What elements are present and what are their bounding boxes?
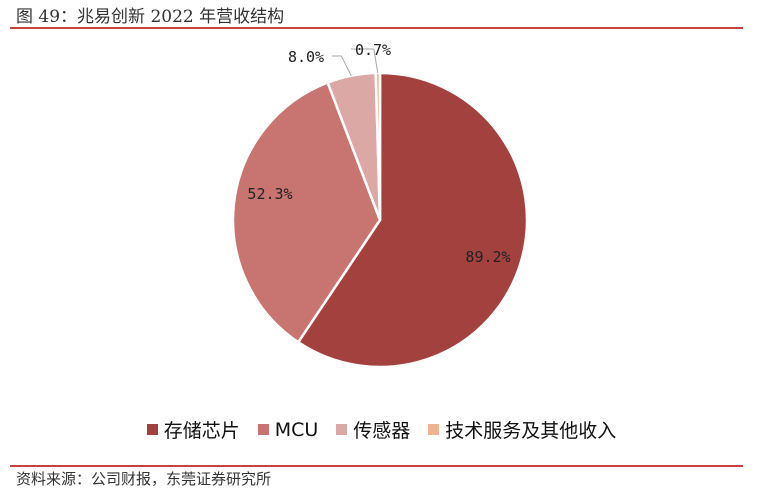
- legend-swatch-storage: [146, 424, 158, 435]
- data-label-sensor: 8.0%: [288, 48, 324, 66]
- leader-line-services: [351, 48, 379, 74]
- legend-item-services: 技术服务及其他收入: [428, 416, 616, 443]
- bottom-rule: [10, 465, 743, 467]
- legend-item-sensor: 传感器: [336, 416, 410, 443]
- leader-line-sensor: [332, 55, 352, 77]
- legend-label-sensor: 传感器: [353, 420, 411, 442]
- pie-slice-mcu: [231, 81, 382, 344]
- legend-swatch-mcu: [257, 424, 269, 435]
- legend-swatch-services: [428, 424, 440, 435]
- legend-swatch-sensor: [336, 424, 348, 435]
- pie-slice-storage: [296, 71, 529, 369]
- source-note: 资料来源：公司财报，东莞证券研究所: [16, 470, 272, 488]
- pie-slice-services: [374, 71, 382, 221]
- chart-legend: 存储芯片 MCU 传感器 技术服务及其他收入: [0, 416, 763, 443]
- legend-label-storage: 存储芯片: [163, 420, 240, 442]
- top-rule: [10, 27, 743, 29]
- data-label-services: 0.7%: [355, 41, 391, 59]
- data-label-storage: 89.2%: [465, 248, 510, 266]
- pie-labels: 89.2% 52.3% 8.0% 0.7%: [247, 41, 510, 266]
- legend-label-services: 技术服务及其他收入: [445, 420, 617, 442]
- legend-item-mcu: MCU: [257, 418, 319, 441]
- pie-slices: [231, 71, 529, 369]
- legend-label-mcu: MCU: [274, 418, 319, 441]
- legend-item-storage: 存储芯片: [146, 416, 240, 443]
- data-label-mcu: 52.3%: [247, 185, 292, 203]
- figure-title: 图 49：兆易创新 2022 年营收结构: [16, 7, 285, 27]
